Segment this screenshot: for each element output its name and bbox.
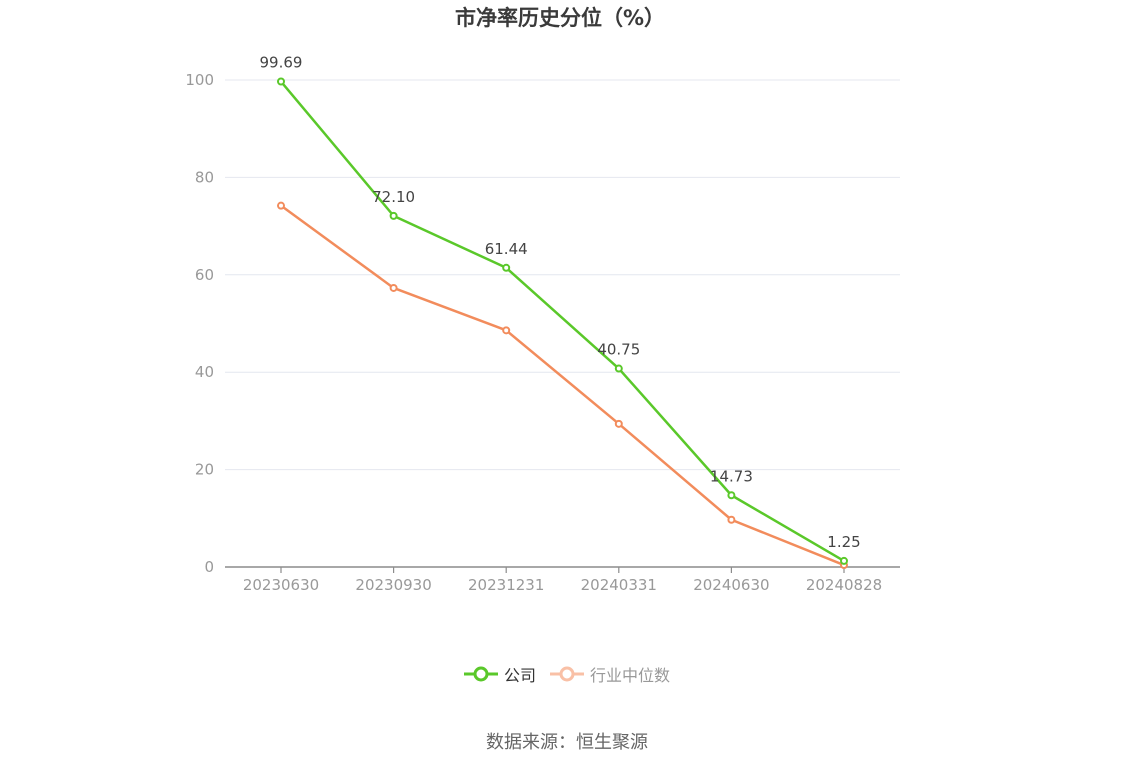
legend-industry-label: 行业中位数 <box>590 666 671 685</box>
industry-series-line <box>280 204 845 567</box>
y-tick-label: 40 <box>195 363 214 381</box>
x-tick-label: 20240630 <box>693 576 769 594</box>
y-tick-label: 20 <box>195 461 214 479</box>
x-tick-label: 20240828 <box>806 576 882 594</box>
industry-point <box>727 515 736 524</box>
company-series-line <box>280 80 845 562</box>
industry-point <box>277 201 285 210</box>
company-point <box>389 211 398 220</box>
legend-industry-marker-icon <box>550 666 584 682</box>
x-tick-label: 20240331 <box>581 576 657 594</box>
x-tick-label: 20230630 <box>243 576 319 594</box>
line-chart: 0 20 40 60 80 100 20230630 20230930 20231231 2024… <box>185 54 900 594</box>
data-label-layer: 99.69 72.10 61.44 40.75 14.73 1.25 <box>260 54 861 551</box>
grid-layer <box>225 79 900 471</box>
source-note: 数据来源：恒生聚源 <box>486 732 648 753</box>
x-tick-label: 20230930 <box>355 576 431 594</box>
x-tick-label: 20231231 <box>468 576 544 594</box>
series-layer <box>277 77 848 570</box>
data-label: 1.25 <box>827 533 860 551</box>
company-point <box>502 263 511 272</box>
company-point <box>277 77 285 86</box>
y-tick-label: 80 <box>195 168 214 186</box>
y-tick-label: 60 <box>195 266 214 284</box>
legend-company-label: 公司 <box>503 666 536 685</box>
legend-company-marker-icon <box>463 666 498 682</box>
company-point <box>727 491 736 500</box>
data-label: 99.69 <box>260 54 303 72</box>
legend: 公司 行业中位数 <box>0 662 1134 686</box>
y-tick-label: 100 <box>185 71 214 89</box>
data-label: 14.73 <box>710 467 753 485</box>
chart-title: 市净率历史分位（%） <box>454 6 666 30</box>
industry-point <box>614 419 623 428</box>
legend-item-industry[interactable]: 行业中位数 <box>550 662 670 686</box>
legend-item-company[interactable]: 公司 <box>463 662 536 686</box>
data-label: 40.75 <box>597 341 640 359</box>
data-label: 72.10 <box>372 188 415 206</box>
industry-point <box>389 283 398 292</box>
y-tick-label: 0 <box>204 558 214 576</box>
industry-point <box>502 326 511 335</box>
axis-layer: 0 20 40 60 80 100 20230630 20230930 20231231 2024… <box>185 71 900 594</box>
company-point <box>614 364 623 373</box>
data-label: 61.44 <box>485 240 528 258</box>
company-point <box>840 556 848 565</box>
